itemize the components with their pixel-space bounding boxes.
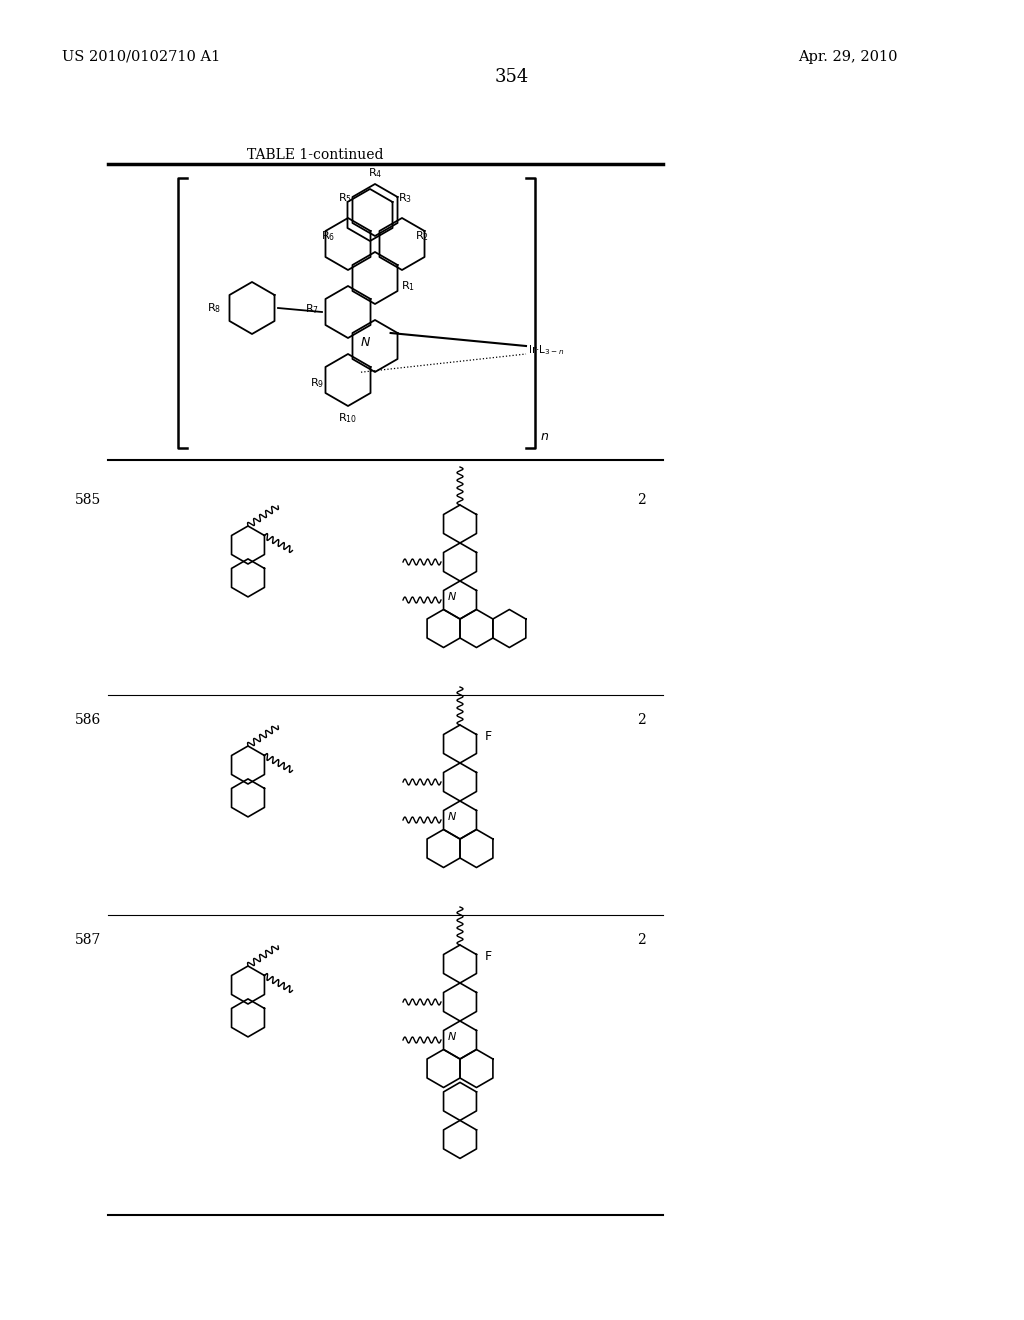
- Text: Ir·L$_{3-n}$: Ir·L$_{3-n}$: [528, 343, 564, 356]
- Text: N: N: [447, 812, 457, 822]
- Text: 2: 2: [637, 492, 646, 507]
- Text: F: F: [485, 730, 493, 743]
- Text: R$_5$: R$_5$: [338, 191, 351, 205]
- Text: R$_7$: R$_7$: [305, 302, 319, 317]
- Text: $n$: $n$: [540, 430, 549, 444]
- Text: TABLE 1-continued: TABLE 1-continued: [247, 148, 383, 162]
- Text: N: N: [447, 593, 457, 602]
- Text: R$_9$: R$_9$: [310, 376, 325, 389]
- Text: US 2010/0102710 A1: US 2010/0102710 A1: [62, 50, 220, 63]
- Text: R$_6$: R$_6$: [321, 230, 335, 243]
- Text: R$_4$: R$_4$: [368, 166, 382, 180]
- Text: N: N: [447, 1032, 457, 1043]
- Text: R$_8$: R$_8$: [207, 301, 221, 315]
- Text: R$_3$: R$_3$: [398, 191, 413, 205]
- Text: R$_{10}$: R$_{10}$: [338, 411, 357, 425]
- Text: N: N: [360, 337, 370, 350]
- Text: F: F: [485, 950, 493, 962]
- Text: 587: 587: [75, 933, 101, 946]
- Text: 586: 586: [75, 713, 101, 727]
- Text: R$_1$: R$_1$: [401, 279, 415, 293]
- Text: R$_2$: R$_2$: [415, 230, 429, 243]
- Text: Apr. 29, 2010: Apr. 29, 2010: [798, 50, 897, 63]
- Text: 2: 2: [637, 933, 646, 946]
- Text: 354: 354: [495, 69, 529, 86]
- Text: 2: 2: [637, 713, 646, 727]
- Text: 585: 585: [75, 492, 101, 507]
